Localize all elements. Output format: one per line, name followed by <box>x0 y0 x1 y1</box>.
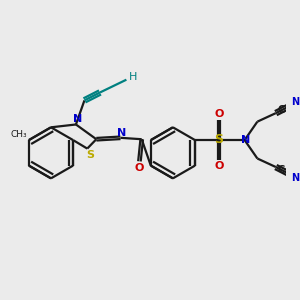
Text: S: S <box>214 133 224 146</box>
Text: O: O <box>135 163 144 172</box>
Text: H: H <box>128 72 137 82</box>
Text: N: N <box>73 114 82 124</box>
Text: S: S <box>87 150 95 160</box>
Text: O: O <box>214 161 224 171</box>
Text: N: N <box>292 97 300 107</box>
Text: O: O <box>214 109 224 119</box>
Text: N: N <box>292 173 300 183</box>
Text: CH₃: CH₃ <box>11 130 27 139</box>
Text: C: C <box>277 105 284 115</box>
Text: N: N <box>117 128 127 138</box>
Text: N: N <box>241 134 250 145</box>
Text: C: C <box>277 165 284 176</box>
